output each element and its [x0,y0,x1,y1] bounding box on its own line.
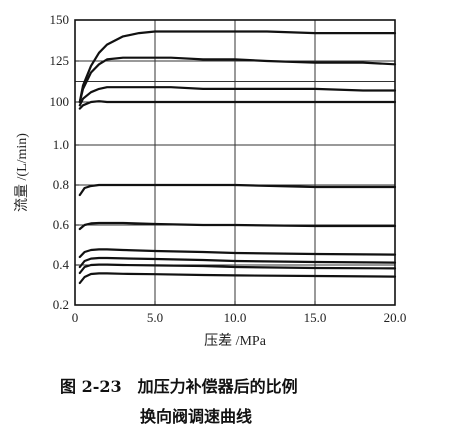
x-axis-label: 压差 /MPa [204,333,267,349]
y-tick-label: 1.0 [53,137,69,152]
x-tick-label: 5.0 [147,310,163,325]
y-tick-label: 0.2 [53,297,69,312]
series-line-9 [80,265,395,273]
x-tick-label: 20.0 [384,310,407,325]
series-line-4 [80,101,395,108]
y-tick-label: 0.8 [53,177,69,192]
y-tick-label: 0.6 [53,217,70,232]
figure-caption-line-2: 换向阀调速曲线 [140,407,252,426]
x-tick-label: 10.0 [224,310,247,325]
y-tick-label: 100 [50,94,70,109]
y-tick-labels: 0.2 0.4 0.6 0.8 1.0 100 125 150 [50,12,70,312]
series-line-2 [80,58,395,102]
y-tick-label: 0.4 [53,257,70,272]
series-line-6 [80,223,395,229]
x-tick-labels: 0 5.0 10.0 15.0 20.0 [72,310,407,325]
series-line-10 [80,273,395,283]
x-tick-label: 15.0 [304,310,327,325]
series-line-7 [80,249,395,257]
x-tick-label: 0 [72,310,79,325]
y-axis-label: 流量 /(L/min) [14,133,30,212]
series-line-1 [80,32,395,103]
series-layer [80,32,395,284]
y-tick-label: 125 [50,53,70,68]
figure-caption-line-1: 图 2-23 加压力补偿器后的比例 [60,377,298,396]
y-tick-label: 150 [50,12,70,27]
series-line-5 [80,185,395,195]
